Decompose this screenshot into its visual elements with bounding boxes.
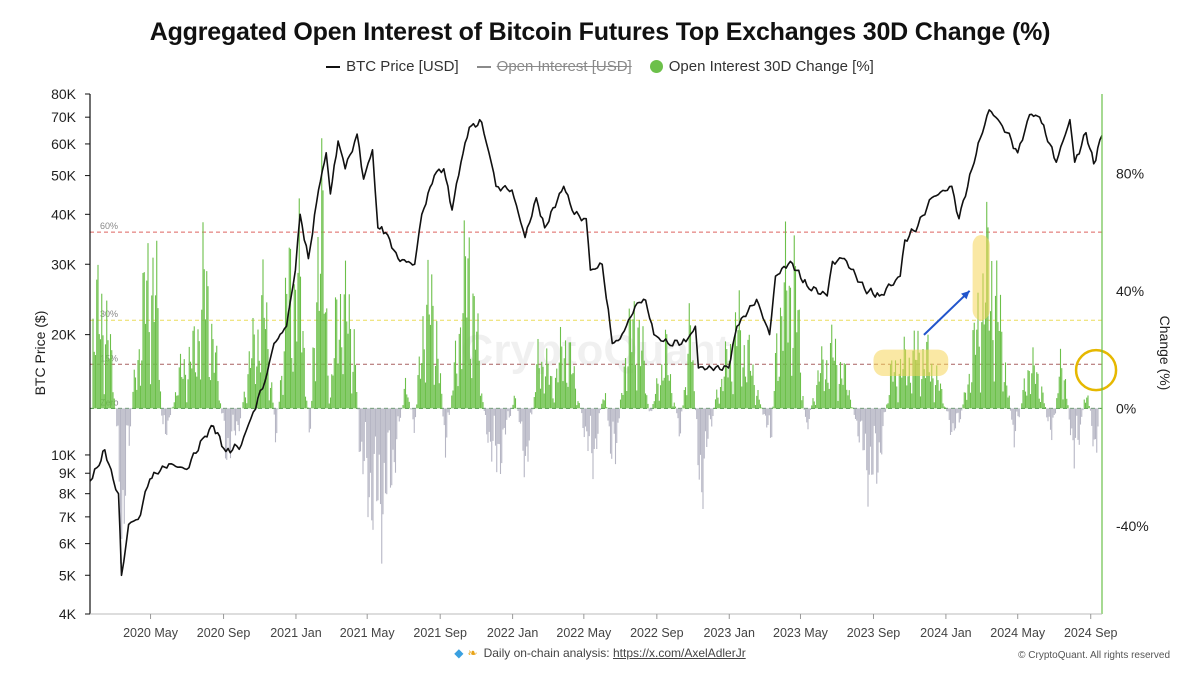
y-right-tick-label: -40% [1116, 518, 1149, 534]
reference-line-label: 30% [100, 309, 118, 319]
legend-label: Open Interest [USD] [496, 58, 632, 75]
y-right-tick-label: 40% [1116, 283, 1144, 299]
legend-swatch-line [476, 65, 491, 68]
annotation-arrowhead [961, 290, 970, 300]
x-tick-label: 2022 May [556, 626, 612, 640]
x-tick-label: 2020 Sep [197, 626, 251, 640]
legend-item-btc-price[interactable]: BTC Price [USD] [326, 58, 459, 75]
copyright: © CryptoQuant. All rights reserved [1018, 650, 1170, 661]
y-left-tick-label: 7K [59, 509, 77, 525]
footer: ◆ ❧ Daily on-chain analysis: https://x.com… [0, 646, 1200, 660]
legend-label: Open Interest 30D Change [%] [668, 58, 874, 75]
raised-hands-icon: ❧ [467, 646, 478, 660]
x-tick-label: 2023 May [773, 626, 829, 640]
y-left-tick-label: 4K [59, 606, 77, 622]
y-left-tick-label: 10K [51, 447, 77, 463]
x-tick-label: 2022 Sep [630, 626, 684, 640]
watermark-text: CryptoQuant [462, 326, 731, 375]
highlight-box [873, 349, 949, 377]
x-tick-label: 2022 Jan [487, 626, 538, 640]
y-left-tick-label: 70K [51, 109, 77, 125]
y-axis-left-title: BTC Price ($) [32, 310, 48, 396]
x-tick-label: 2024 Jan [920, 626, 971, 640]
y-axis-right-title: Change (%) [1157, 315, 1173, 391]
highlight-box [972, 235, 990, 321]
btc-price-line [89, 109, 1103, 577]
footer-text: Daily on-chain analysis: [483, 646, 610, 660]
reference-line-label: 15% [100, 353, 118, 363]
y-left-tick-label: 9K [59, 465, 77, 481]
x-tick-label: 2024 Sep [1064, 626, 1118, 640]
legend-swatch-line [326, 65, 341, 68]
chart-legend: BTC Price [USD] Open Interest [USD] Open… [0, 58, 1200, 75]
chart-title: Aggregated Open Interest of Bitcoin Futu… [149, 18, 1051, 46]
annotation-arrow [923, 290, 971, 336]
x-tick-label: 2021 Sep [413, 626, 467, 640]
y-right-tick-label: 0% [1116, 400, 1136, 416]
y-left-tick-label: 8K [59, 486, 77, 502]
x-tick-label: 2020 May [123, 626, 179, 640]
y-left-tick-label: 20K [51, 327, 77, 343]
x-tick-label: 2021 May [340, 626, 396, 640]
footer-link[interactable]: https://x.com/AxelAdlerJr [612, 646, 746, 660]
reference-line-label: 60% [100, 221, 118, 231]
legend-label: BTC Price [USD] [346, 58, 459, 75]
legend-swatch-dot [649, 60, 663, 73]
legend-item-oi-change[interactable]: Open Interest 30D Change [%] [649, 58, 874, 75]
y-left-tick-label: 6K [59, 536, 77, 552]
x-tick-label: 2021 Jan [270, 626, 321, 640]
y-left-tick-label: 60K [51, 136, 77, 152]
x-tick-label: 2024 May [990, 626, 1046, 640]
legend-item-open-interest[interactable]: Open Interest [USD] [476, 58, 632, 75]
x-tick-label: 2023 Sep [847, 626, 901, 640]
annotation-circle [1074, 348, 1118, 392]
y-right-tick-label: 80% [1116, 165, 1144, 181]
y-left-tick-label: 30K [51, 256, 77, 272]
x-tick-label: 2023 Jan [704, 626, 755, 640]
y-left-tick-label: 5K [59, 567, 77, 583]
y-left-tick-label: 80K [51, 86, 77, 102]
y-left-tick-label: 40K [51, 206, 77, 222]
diamond-icon: ◆ [454, 646, 464, 660]
y-left-tick-label: 50K [51, 168, 77, 184]
